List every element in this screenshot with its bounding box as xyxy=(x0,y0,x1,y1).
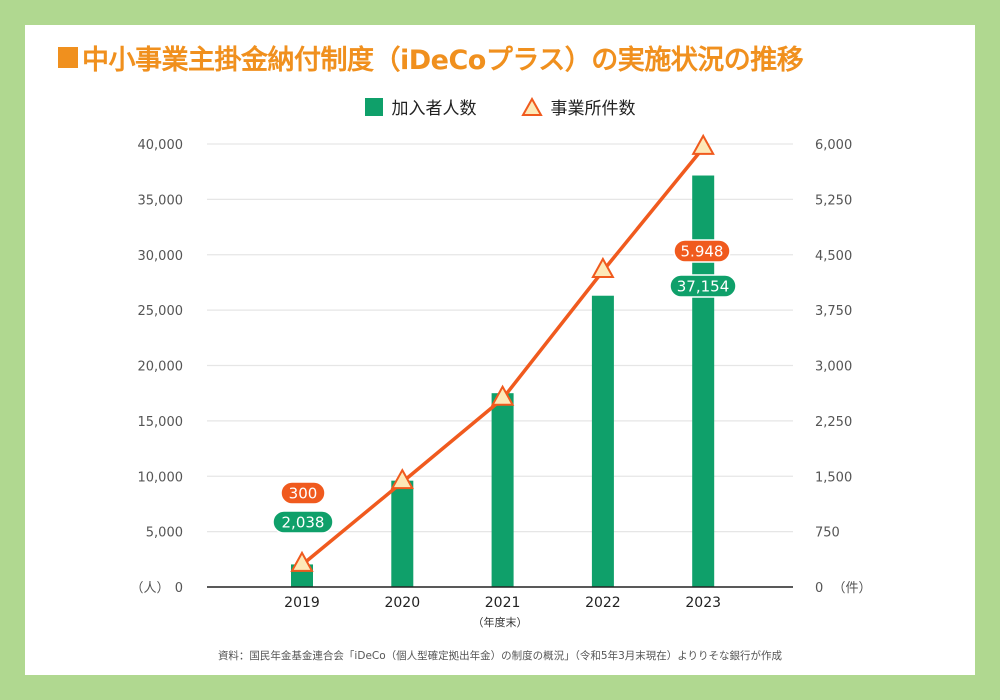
right-tick-label: 3,750 xyxy=(815,304,852,319)
bar-swatch-icon xyxy=(364,97,383,116)
label-members-2019-bg xyxy=(272,510,334,534)
label-offices-2023-bg xyxy=(673,239,731,263)
left-axis-ticks: 0 5,000 10,000 15,000 20,000 25,000 30,000 35,0… xyxy=(138,138,184,596)
label-offices-2019: 300 xyxy=(280,481,326,505)
label-offices-2023-text: 5.948 xyxy=(681,243,724,261)
line-marker-2020 xyxy=(390,468,414,490)
left-tick-label: 40,000 xyxy=(138,138,184,153)
line-marker-2023 xyxy=(691,133,715,155)
right-unit-label: （件） xyxy=(832,581,871,596)
x-tick-label: 2022 xyxy=(585,595,621,611)
left-tick-label: 35,000 xyxy=(138,193,184,208)
legend-item-offices: 事業所件数 xyxy=(520,94,636,119)
left-unit-label: （人） xyxy=(130,581,169,596)
x-axis-ticks: 2019 2020 2021 2022 2023 xyxy=(284,595,721,611)
right-tick-label: 1,500 xyxy=(815,470,852,485)
label-members-2023-bg xyxy=(669,274,737,298)
bars xyxy=(291,175,715,587)
label-members-2019-text: 2,038 xyxy=(282,514,325,532)
left-tick-label: 10,000 xyxy=(138,470,184,485)
legend-label-members: 加入者人数 xyxy=(391,99,477,119)
right-axis-ticks: 0 750 1,500 2,250 3,000 3,750 4,500 5,250 6,000 xyxy=(815,138,852,596)
right-tick-label: 4,500 xyxy=(815,249,852,264)
label-offices-2023: 5.948 xyxy=(673,239,731,263)
label-members-2023: 37,154 xyxy=(669,274,737,298)
left-tick-label: 30,000 xyxy=(138,249,184,264)
left-tick-label: 0 xyxy=(175,581,183,596)
bar-2020 xyxy=(391,480,414,587)
title-square-icon xyxy=(58,47,78,68)
left-tick-label: 25,000 xyxy=(138,304,184,319)
x-tick-label: 2020 xyxy=(384,595,420,611)
source-note: 資料：国民年金基金連合会「iDeCo（個人型確定拠出年金）の制度の概況」（令和5… xyxy=(217,650,783,662)
label-offices-2019-text: 300 xyxy=(289,485,318,503)
line-series xyxy=(290,133,715,572)
x-tick-label: 2019 xyxy=(284,595,320,611)
line-marker-2021 xyxy=(490,384,515,406)
x-tick-label: 2023 xyxy=(685,595,721,611)
right-tick-label: 750 xyxy=(815,526,840,541)
right-tick-label: 6,000 xyxy=(815,138,852,153)
data-labels: 300 2,038 5.948 37,154 xyxy=(272,239,737,534)
label-offices-2019-bg xyxy=(280,481,326,505)
left-tick-label: 5,000 xyxy=(146,526,183,541)
label-members-2023-text: 37,154 xyxy=(677,278,730,296)
bar-2022 xyxy=(591,295,614,587)
x-axis-label: （年度末） xyxy=(473,615,528,629)
bar-2023 xyxy=(692,175,715,587)
chart-title-text: 中小事業主掛金納付制度（iDeCoプラス）の実施状況の推移 xyxy=(82,45,804,76)
right-tick-label: 3,000 xyxy=(815,360,852,375)
right-tick-label: 2,250 xyxy=(815,415,852,430)
left-tick-label: 20,000 xyxy=(138,360,184,375)
label-members-2019: 2,038 xyxy=(272,510,334,534)
x-tick-label: 2021 xyxy=(485,595,521,611)
legend: 加入者人数 事業所件数 xyxy=(0,94,1000,119)
right-tick-label: 5,250 xyxy=(815,193,852,208)
legend-item-members: 加入者人数 xyxy=(364,94,477,119)
left-tick-label: 15,000 xyxy=(138,415,184,430)
right-tick-label: 0 xyxy=(815,581,823,596)
legend-label-offices: 事業所件数 xyxy=(550,99,636,119)
line-marker-2022 xyxy=(591,256,615,278)
triangle-marker-icon xyxy=(520,96,543,116)
line-marker-2019 xyxy=(290,550,314,572)
bar-2021 xyxy=(491,393,514,587)
chart-title: 中小事業主掛金納付制度（iDeCoプラス）の実施状況の推移 xyxy=(58,38,938,77)
